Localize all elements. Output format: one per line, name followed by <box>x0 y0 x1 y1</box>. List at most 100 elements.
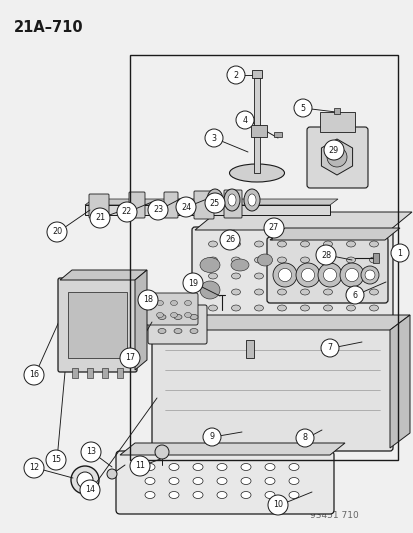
Circle shape <box>272 263 296 287</box>
Text: 5: 5 <box>300 103 305 112</box>
Ellipse shape <box>369 257 377 263</box>
Polygon shape <box>60 270 147 280</box>
Polygon shape <box>154 315 409 330</box>
Ellipse shape <box>190 328 197 334</box>
Circle shape <box>117 202 137 222</box>
Text: 17: 17 <box>125 353 135 362</box>
Ellipse shape <box>170 301 177 305</box>
Ellipse shape <box>300 289 309 295</box>
Circle shape <box>390 244 408 262</box>
Circle shape <box>183 273 202 293</box>
Circle shape <box>360 266 378 284</box>
Ellipse shape <box>190 314 197 319</box>
Ellipse shape <box>158 314 166 319</box>
Ellipse shape <box>369 273 377 279</box>
Bar <box>319 112 354 132</box>
Text: 27: 27 <box>268 223 278 232</box>
Ellipse shape <box>243 189 259 211</box>
Ellipse shape <box>223 189 240 211</box>
Ellipse shape <box>300 273 309 279</box>
Bar <box>273 132 281 137</box>
Ellipse shape <box>231 257 240 263</box>
Text: 93451 710: 93451 710 <box>309 511 358 520</box>
Circle shape <box>202 428 221 446</box>
FancyBboxPatch shape <box>223 190 242 218</box>
Ellipse shape <box>323 241 332 247</box>
Ellipse shape <box>199 257 219 272</box>
Ellipse shape <box>369 241 377 247</box>
Ellipse shape <box>300 257 309 263</box>
Text: 6: 6 <box>351 290 357 300</box>
Circle shape <box>204 129 223 147</box>
Ellipse shape <box>230 259 248 271</box>
Circle shape <box>154 445 169 459</box>
Ellipse shape <box>264 464 274 471</box>
Text: 10: 10 <box>272 500 282 510</box>
Circle shape <box>147 200 168 220</box>
Polygon shape <box>195 212 411 230</box>
Ellipse shape <box>300 241 309 247</box>
Ellipse shape <box>211 194 218 206</box>
Ellipse shape <box>288 464 298 471</box>
Ellipse shape <box>156 301 163 305</box>
FancyBboxPatch shape <box>194 191 214 219</box>
Circle shape <box>320 339 338 357</box>
Ellipse shape <box>288 478 298 484</box>
Ellipse shape <box>208 241 217 247</box>
Ellipse shape <box>156 312 163 318</box>
Ellipse shape <box>254 273 263 279</box>
Ellipse shape <box>288 491 298 498</box>
Circle shape <box>345 286 363 304</box>
Circle shape <box>130 456 150 476</box>
Text: 19: 19 <box>188 279 197 287</box>
Text: 4: 4 <box>242 116 247 125</box>
FancyBboxPatch shape <box>147 305 206 344</box>
Bar <box>85 205 329 215</box>
Ellipse shape <box>228 194 235 206</box>
FancyBboxPatch shape <box>306 127 367 188</box>
Ellipse shape <box>346 241 355 247</box>
Ellipse shape <box>231 305 240 311</box>
Circle shape <box>295 429 313 447</box>
Ellipse shape <box>277 289 286 295</box>
Ellipse shape <box>145 464 154 471</box>
Circle shape <box>226 66 244 84</box>
Bar <box>130 55 397 460</box>
Circle shape <box>90 208 110 228</box>
Polygon shape <box>135 270 147 370</box>
Circle shape <box>315 245 335 265</box>
Circle shape <box>295 263 319 287</box>
Circle shape <box>204 193 224 213</box>
Ellipse shape <box>173 314 182 319</box>
Bar <box>72 368 78 378</box>
Text: 25: 25 <box>209 198 220 207</box>
Ellipse shape <box>277 241 286 247</box>
Polygon shape <box>85 199 337 205</box>
Circle shape <box>301 269 314 281</box>
Ellipse shape <box>170 312 177 318</box>
Circle shape <box>77 472 93 488</box>
Text: 12: 12 <box>29 464 39 472</box>
Text: 13: 13 <box>86 448 96 456</box>
Ellipse shape <box>216 478 226 484</box>
Ellipse shape <box>169 478 178 484</box>
Ellipse shape <box>369 289 377 295</box>
Ellipse shape <box>145 491 154 498</box>
Text: 24: 24 <box>180 203 191 212</box>
Ellipse shape <box>231 273 240 279</box>
Ellipse shape <box>240 491 250 498</box>
Ellipse shape <box>323 257 332 263</box>
Circle shape <box>81 442 101 462</box>
Bar <box>68 292 127 358</box>
Ellipse shape <box>192 464 202 471</box>
Polygon shape <box>320 139 352 175</box>
Text: 18: 18 <box>142 295 153 304</box>
Text: 23: 23 <box>152 206 163 214</box>
Text: 11: 11 <box>135 462 145 471</box>
Ellipse shape <box>184 312 191 318</box>
Ellipse shape <box>264 478 274 484</box>
Ellipse shape <box>145 478 154 484</box>
Ellipse shape <box>254 241 263 247</box>
Bar <box>117 368 123 378</box>
Ellipse shape <box>173 328 182 334</box>
